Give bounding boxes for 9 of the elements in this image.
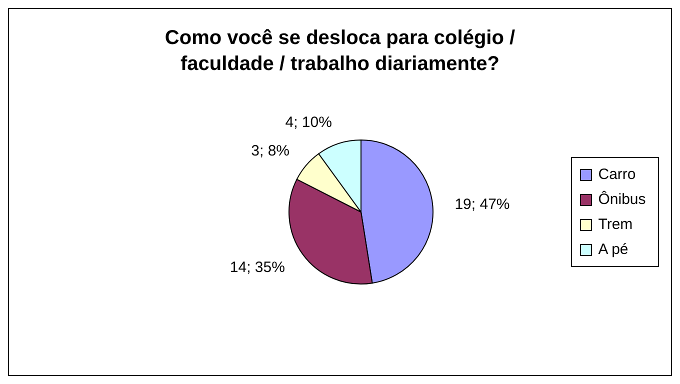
legend-label: A pé <box>598 240 628 260</box>
legend-label: Ônibus <box>598 190 646 210</box>
data-label: 14; 35% <box>230 258 286 276</box>
legend-label: Trem <box>598 215 633 235</box>
chart-title: Como você se desloca para colégio / faculdade / trabalho diariamente? <box>164 26 516 77</box>
data-label: 4; 10% <box>285 114 332 132</box>
data-label: 19; 47% <box>454 196 510 214</box>
legend-label: Carro <box>598 165 636 185</box>
data-label: 3; 8% <box>251 142 290 160</box>
